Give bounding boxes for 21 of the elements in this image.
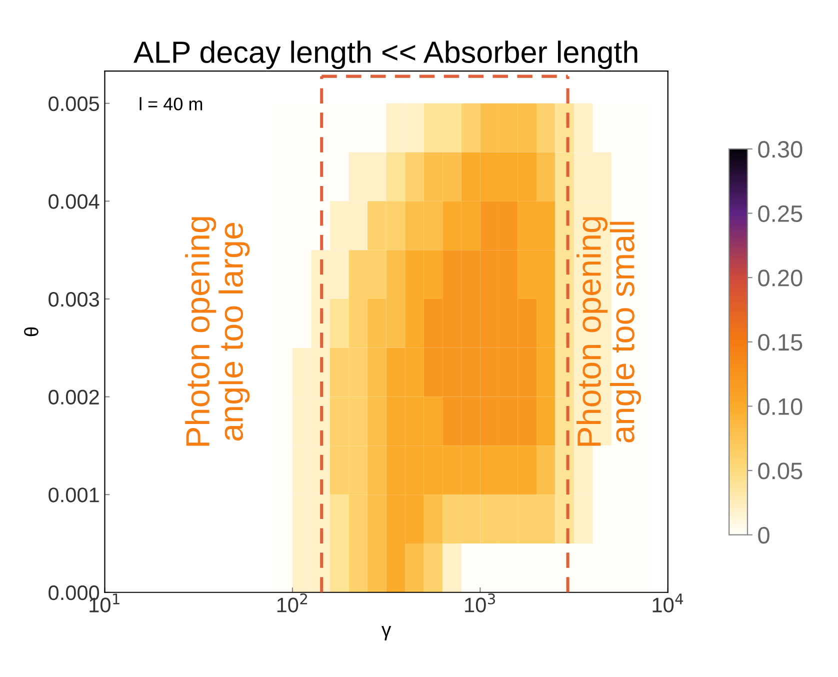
color-bar-label: 0.30 xyxy=(758,141,802,158)
annotation: Photon opening angle too small xyxy=(576,217,642,446)
annotation: Photon opening angle too large xyxy=(185,217,250,446)
y-tick-label: 0.002 xyxy=(48,390,99,405)
color-bar-label: 0.25 xyxy=(758,205,802,222)
x-axis-title: γ xyxy=(382,626,392,640)
y-tick-label: 0.005 xyxy=(48,96,100,112)
color-bar-label: 0.20 xyxy=(758,270,802,286)
x-tick-label: 10$^{3}$ xyxy=(465,593,495,612)
x-tick-label: 10$^{4}$ xyxy=(652,594,684,612)
color-bar-label: 0.15 xyxy=(758,334,802,351)
x-tick-label: 10$^{2}$ xyxy=(277,593,307,612)
chart-title: ALP decay length << Absorber length xyxy=(134,40,638,70)
y-tick-label: 0.001 xyxy=(48,488,99,502)
color-bar-label: 0.05 xyxy=(758,462,802,480)
color-bar-label: 0 xyxy=(758,526,770,544)
y-axis-title: θ xyxy=(24,327,38,336)
annotation: l = 40 m xyxy=(140,97,202,110)
color-bar-label: 0.10 xyxy=(758,398,802,415)
y-tick-label: 0.003 xyxy=(48,292,99,307)
y-tick-label: 0.004 xyxy=(48,194,100,209)
